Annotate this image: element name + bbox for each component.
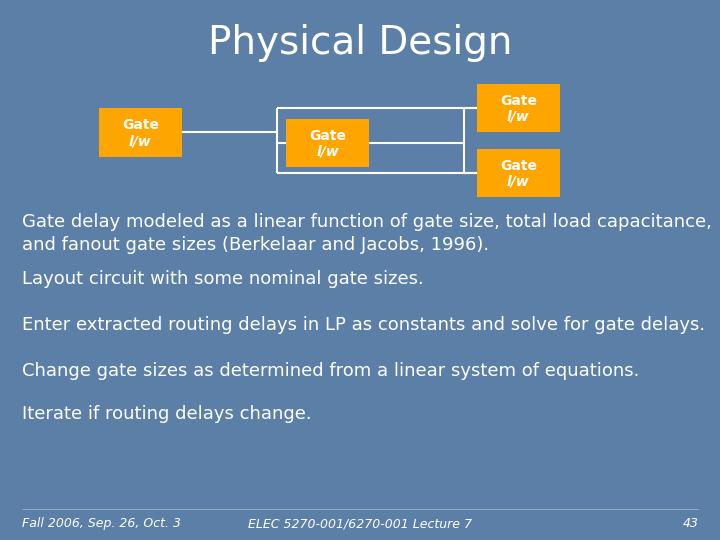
Text: 43: 43 [683, 517, 698, 530]
Text: Layout circuit with some nominal gate sizes.: Layout circuit with some nominal gate si… [22, 270, 423, 288]
Text: l/w: l/w [129, 134, 152, 148]
FancyBboxPatch shape [477, 84, 560, 132]
Text: Gate: Gate [500, 94, 537, 107]
FancyBboxPatch shape [99, 108, 181, 157]
Text: Gate delay modeled as a linear function of gate size, total load capacitance,
an: Gate delay modeled as a linear function … [22, 213, 711, 253]
Text: Fall 2006, Sep. 26, Oct. 3: Fall 2006, Sep. 26, Oct. 3 [22, 517, 181, 530]
Text: l/w: l/w [507, 174, 530, 188]
Text: Gate: Gate [122, 118, 159, 132]
Text: Iterate if routing delays change.: Iterate if routing delays change. [22, 405, 311, 423]
Text: Change gate sizes as determined from a linear system of equations.: Change gate sizes as determined from a l… [22, 362, 639, 380]
FancyBboxPatch shape [287, 119, 369, 167]
Text: ELEC 5270-001/6270-001 Lecture 7: ELEC 5270-001/6270-001 Lecture 7 [248, 517, 472, 530]
Text: Gate: Gate [500, 159, 537, 172]
Text: l/w: l/w [316, 145, 339, 159]
Text: Physical Design: Physical Design [208, 24, 512, 62]
FancyBboxPatch shape [477, 148, 560, 197]
Text: Enter extracted routing delays in LP as constants and solve for gate delays.: Enter extracted routing delays in LP as … [22, 316, 705, 334]
Text: l/w: l/w [507, 110, 530, 124]
Text: Gate: Gate [309, 129, 346, 143]
